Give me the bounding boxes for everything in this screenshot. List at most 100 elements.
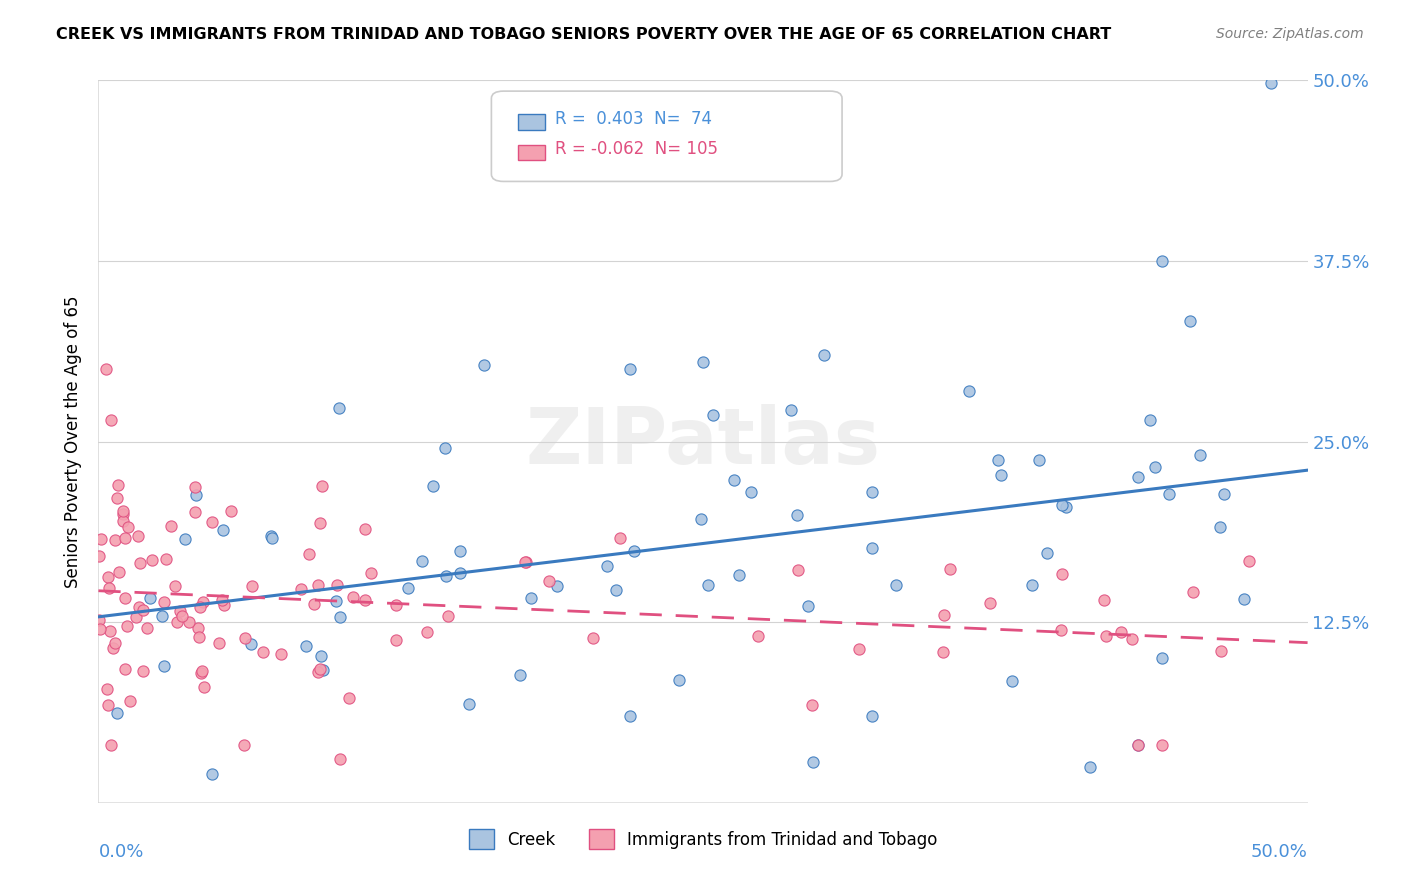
Point (328, 401, 350, 416)
Point (307, 578, 329, 592)
Point (309, 662, 332, 676)
Point (184, 505, 207, 519)
Point (260, 529, 283, 543)
Point (329, 610, 352, 624)
Point (1050, 623, 1073, 637)
Point (520, 591, 543, 606)
Point (187, 630, 209, 644)
Point (97, 698, 120, 713)
Point (165, 579, 187, 593)
Point (860, 485, 883, 500)
Point (1189, 448, 1212, 462)
Point (219, 504, 242, 518)
Point (107, 478, 129, 492)
Point (813, 348, 835, 362)
Point (132, 603, 155, 617)
Point (308, 516, 330, 531)
Point (1260, 76, 1282, 90)
Point (125, 609, 148, 624)
Point (108, 565, 131, 579)
Point (211, 523, 233, 537)
Point (1181, 584, 1204, 599)
Point (114, 591, 136, 605)
Point (190, 665, 212, 680)
Point (114, 662, 136, 676)
Point (295, 639, 318, 653)
Point (153, 595, 176, 609)
Point (139, 591, 162, 605)
Text: ZIPatlas: ZIPatlas (526, 403, 880, 480)
Point (90, 533, 112, 547)
Point (166, 615, 188, 630)
Point (1152, 651, 1174, 665)
Point (117, 519, 139, 533)
Point (97, 581, 120, 595)
Point (184, 480, 207, 494)
Point (787, 563, 810, 577)
Point (94, 362, 117, 376)
Point (89, 613, 111, 627)
Point (191, 594, 214, 608)
Point (509, 668, 531, 682)
Point (513, 555, 536, 569)
Point (232, 738, 254, 752)
Point (155, 552, 177, 566)
Point (1211, 644, 1233, 658)
Point (1052, 498, 1074, 512)
Point (702, 408, 724, 422)
Point (747, 629, 769, 643)
Point (939, 562, 962, 576)
Point (1144, 459, 1167, 474)
Point (114, 531, 136, 545)
Point (979, 596, 1001, 610)
Point (311, 479, 333, 493)
Point (233, 631, 256, 645)
FancyBboxPatch shape (492, 91, 842, 181)
Point (187, 621, 209, 635)
Point (595, 558, 617, 573)
Point (411, 554, 433, 568)
Point (342, 591, 364, 605)
Point (860, 709, 883, 723)
Point (309, 649, 332, 664)
Point (1128, 738, 1150, 752)
Point (117, 618, 139, 632)
Y-axis label: Seniors Poverty Over the Age of 65: Seniors Poverty Over the Age of 65 (65, 295, 83, 588)
Point (1036, 546, 1059, 560)
Point (96, 681, 118, 696)
Point (723, 473, 745, 487)
Point (1139, 413, 1161, 427)
Point (1152, 738, 1174, 752)
Point (170, 608, 193, 623)
Point (129, 556, 152, 570)
Text: Source: ZipAtlas.com: Source: ZipAtlas.com (1216, 27, 1364, 41)
Point (1152, 253, 1174, 268)
Point (690, 512, 713, 526)
Point (98, 624, 121, 639)
Point (934, 608, 956, 623)
Point (623, 543, 645, 558)
Point (1159, 487, 1181, 501)
Point (177, 615, 200, 630)
Point (135, 622, 157, 636)
Point (396, 582, 419, 596)
Point (201, 767, 224, 781)
Point (308, 665, 330, 679)
Point (416, 625, 439, 640)
Point (860, 541, 883, 555)
Point (619, 709, 641, 723)
Point (1094, 593, 1116, 607)
Point (437, 608, 460, 623)
Point (354, 522, 377, 536)
Point (740, 485, 762, 500)
Point (239, 637, 262, 651)
Point (201, 515, 224, 529)
Point (385, 598, 408, 612)
Point (692, 355, 714, 369)
Point (104, 533, 127, 548)
Point (105, 706, 128, 721)
Point (605, 582, 627, 597)
Point (120, 693, 142, 707)
Point (786, 508, 808, 522)
Point (193, 680, 215, 694)
